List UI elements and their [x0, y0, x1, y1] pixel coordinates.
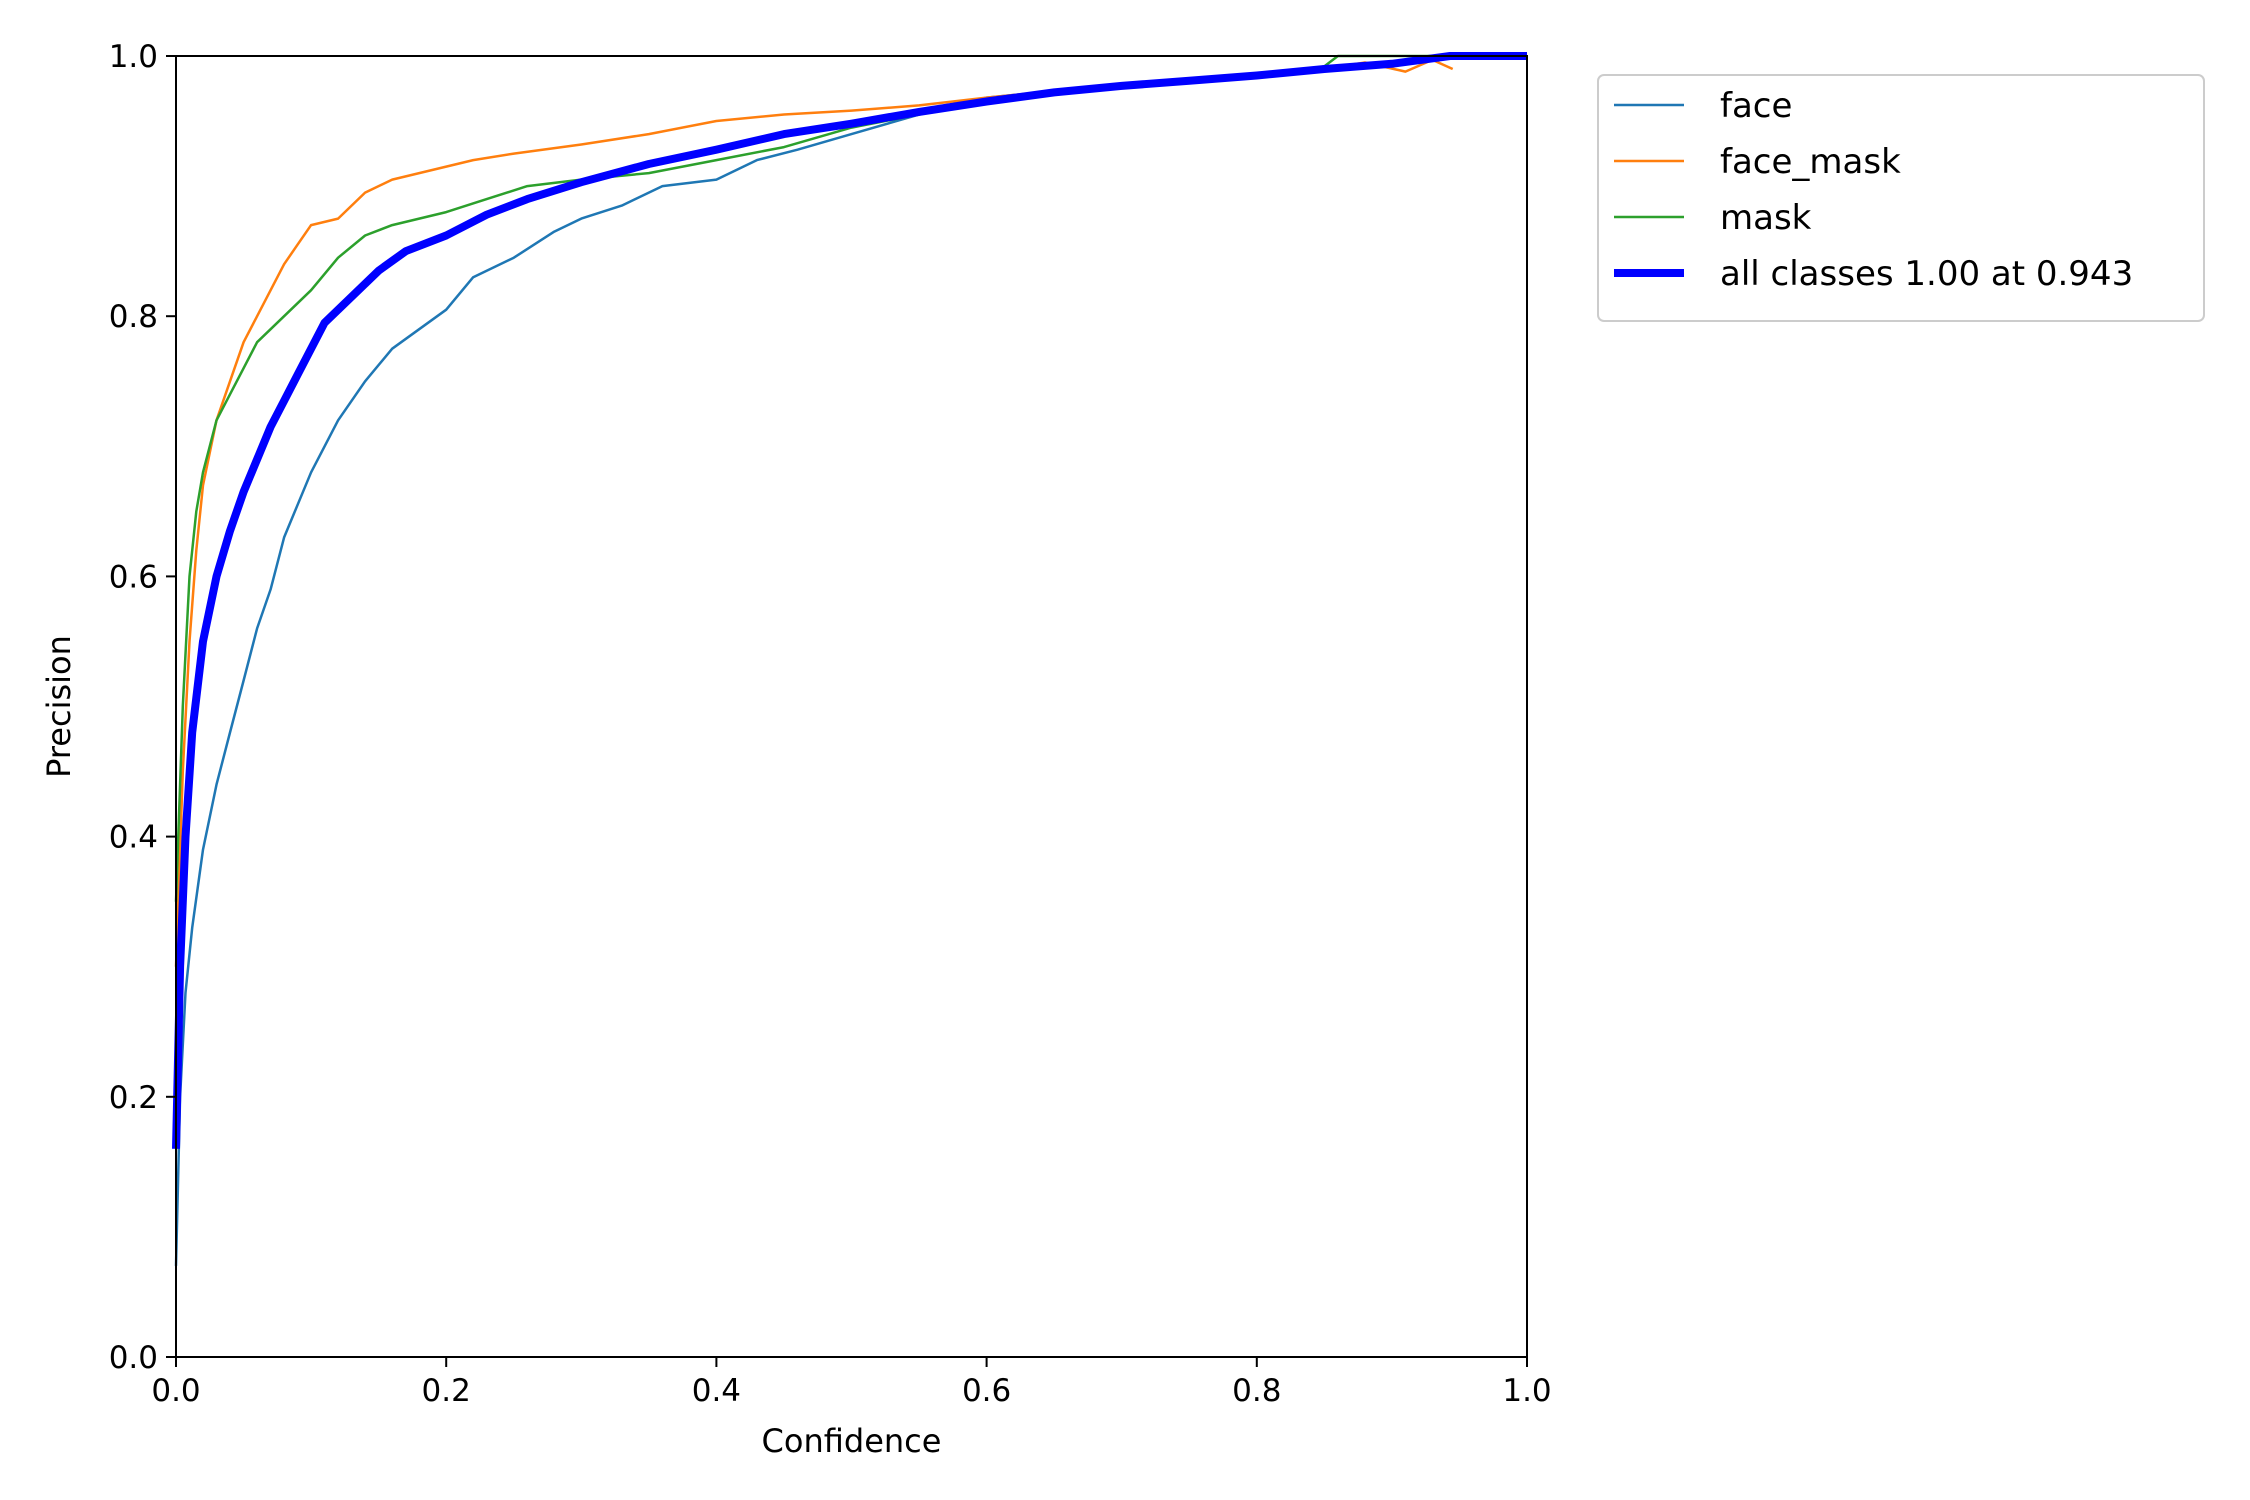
y-tick-label: 0.4: [109, 820, 158, 856]
legend-label: mask: [1720, 198, 1812, 238]
y-tick-label: 0.0: [109, 1340, 158, 1376]
series-layer: [172, 52, 1527, 1266]
legend-label: face_mask: [1720, 142, 1901, 182]
y-axis-title: Precision: [40, 635, 78, 778]
x-axis-title: Confidence: [762, 1422, 942, 1460]
x-tick-label: 0.8: [1232, 1373, 1281, 1409]
x-tick-label: 0.4: [692, 1373, 741, 1409]
x-tick-label: 1.0: [1502, 1373, 1551, 1409]
legend-frame: [1597, 74, 2205, 322]
plot-area-frame: [175, 55, 1528, 1358]
y-tick-label: 0.8: [109, 299, 158, 335]
legend-label: all classes 1.00 at 0.943: [1720, 254, 2133, 294]
legend-label: face: [1720, 86, 1792, 126]
series-line-all-classes-1-00-at-0-943: [172, 52, 1527, 1149]
y-tick-label: 1.0: [109, 39, 158, 75]
x-tick-label: 0.2: [422, 1373, 471, 1409]
x-tick-label: 0.0: [151, 1373, 200, 1409]
y-tick-label: 0.6: [109, 559, 158, 595]
y-tick-label: 0.2: [109, 1080, 158, 1116]
x-tick-label: 0.6: [962, 1373, 1011, 1409]
axis-ticks: 0.0 0.2 0.4 0.6 0.8 1.0 0.0 0.2 0.4 0.6 0.8 1.0: [109, 39, 1552, 1409]
